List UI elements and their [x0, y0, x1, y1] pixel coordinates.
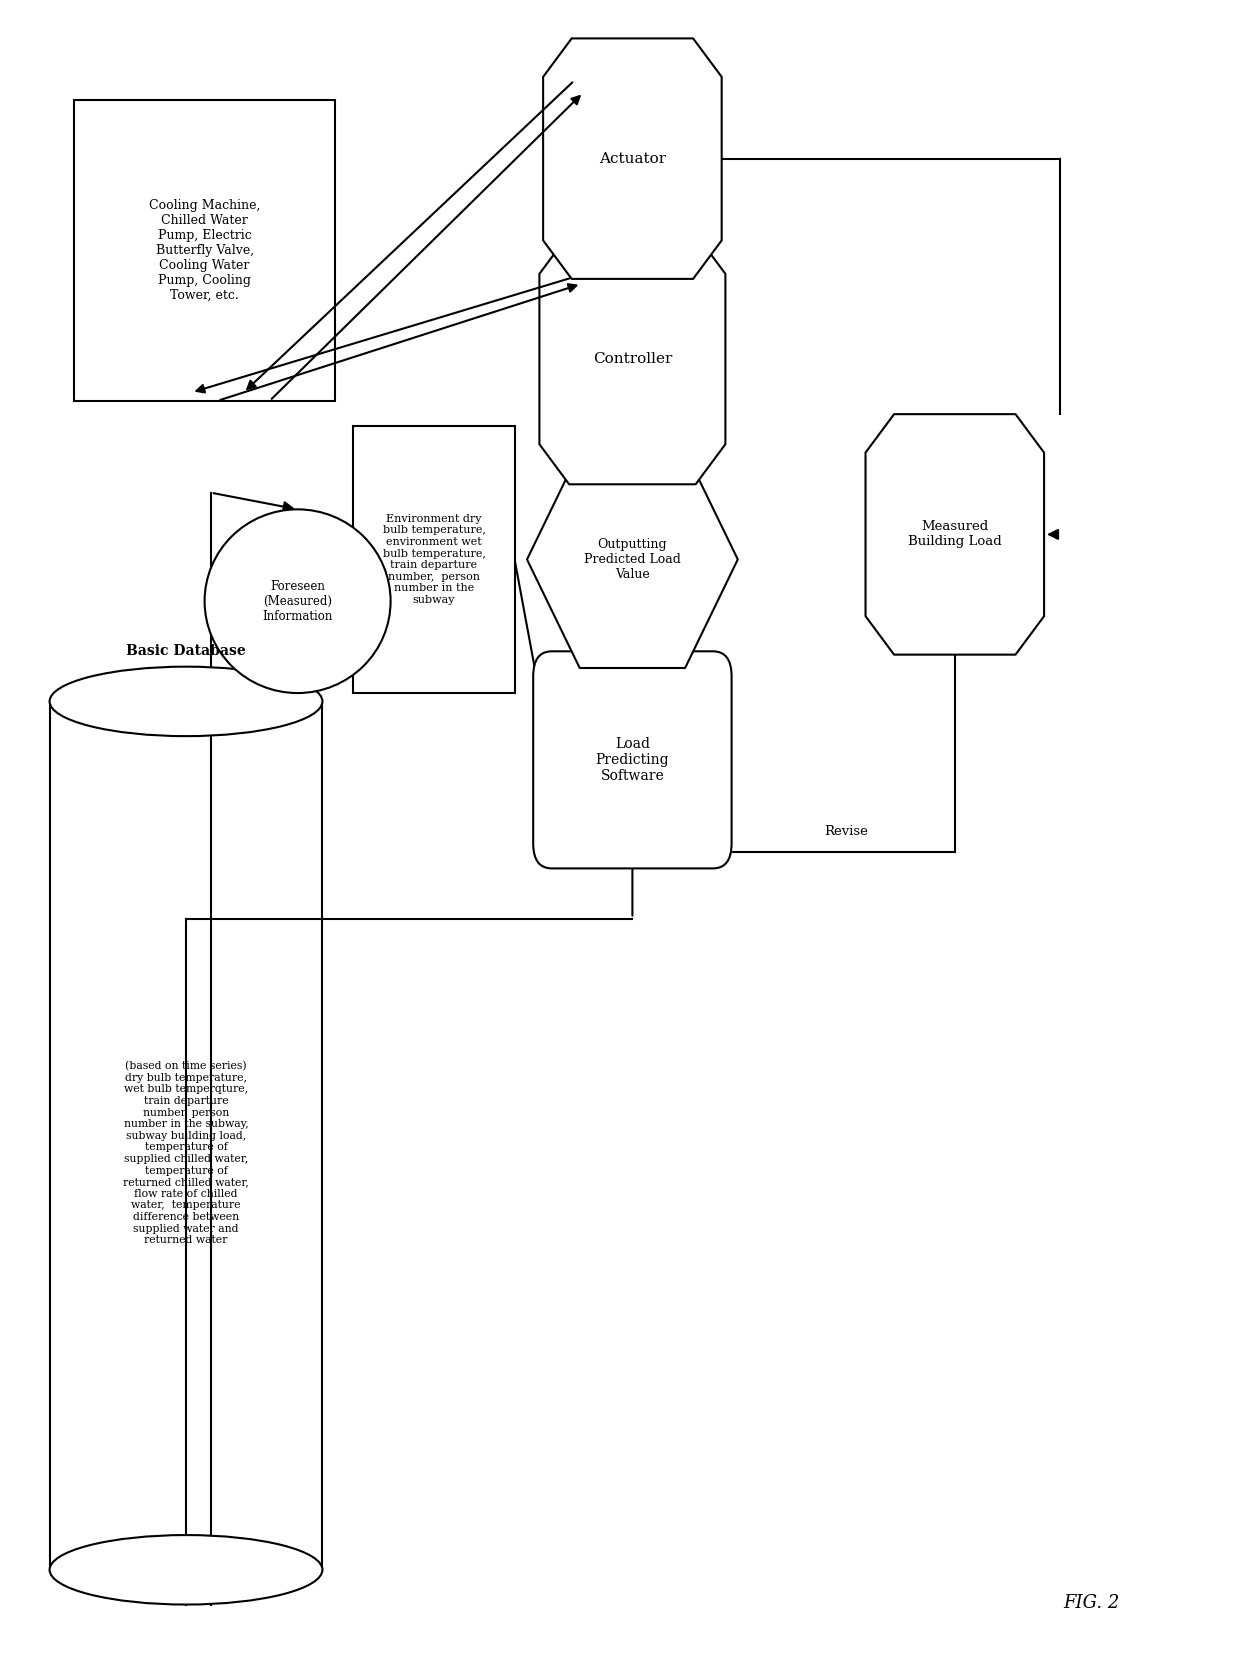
Bar: [50, 701, 322, 1570]
Polygon shape: [866, 414, 1044, 655]
Text: Load
Predicting
Software: Load Predicting Software: [595, 736, 670, 783]
Text: Foreseen
(Measured)
Information: Foreseen (Measured) Information: [263, 579, 332, 623]
Ellipse shape: [50, 1535, 322, 1605]
Text: FIG. 2: FIG. 2: [1063, 1595, 1120, 1612]
Text: Actuator: Actuator: [599, 152, 666, 165]
Ellipse shape: [205, 509, 391, 693]
Polygon shape: [539, 234, 725, 484]
Text: Controller: Controller: [593, 352, 672, 366]
Text: (based on time series)
dry bulb temperature,
wet bulb temperqture,
train departu: (based on time series) dry bulb temperat…: [123, 1060, 249, 1246]
Text: Basic Database: Basic Database: [126, 645, 246, 658]
Polygon shape: [527, 451, 738, 668]
Text: Measured
Building Load: Measured Building Load: [908, 521, 1002, 548]
Text: Cooling Machine,
Chilled Water
Pump, Electric
Butterfly Valve,
Cooling Water
Pum: Cooling Machine, Chilled Water Pump, Ele…: [149, 199, 260, 302]
Text: Revise: Revise: [825, 825, 868, 838]
Text: Outputting
Predicted Load
Value: Outputting Predicted Load Value: [584, 538, 681, 581]
Text: Environment dry
bulb temperature,
environment wet
bulb temperature,
train depart: Environment dry bulb temperature, enviro…: [383, 514, 485, 605]
Bar: [74, 100, 335, 401]
Ellipse shape: [50, 666, 322, 736]
Polygon shape: [543, 38, 722, 279]
FancyBboxPatch shape: [533, 651, 732, 868]
Bar: [353, 426, 515, 693]
